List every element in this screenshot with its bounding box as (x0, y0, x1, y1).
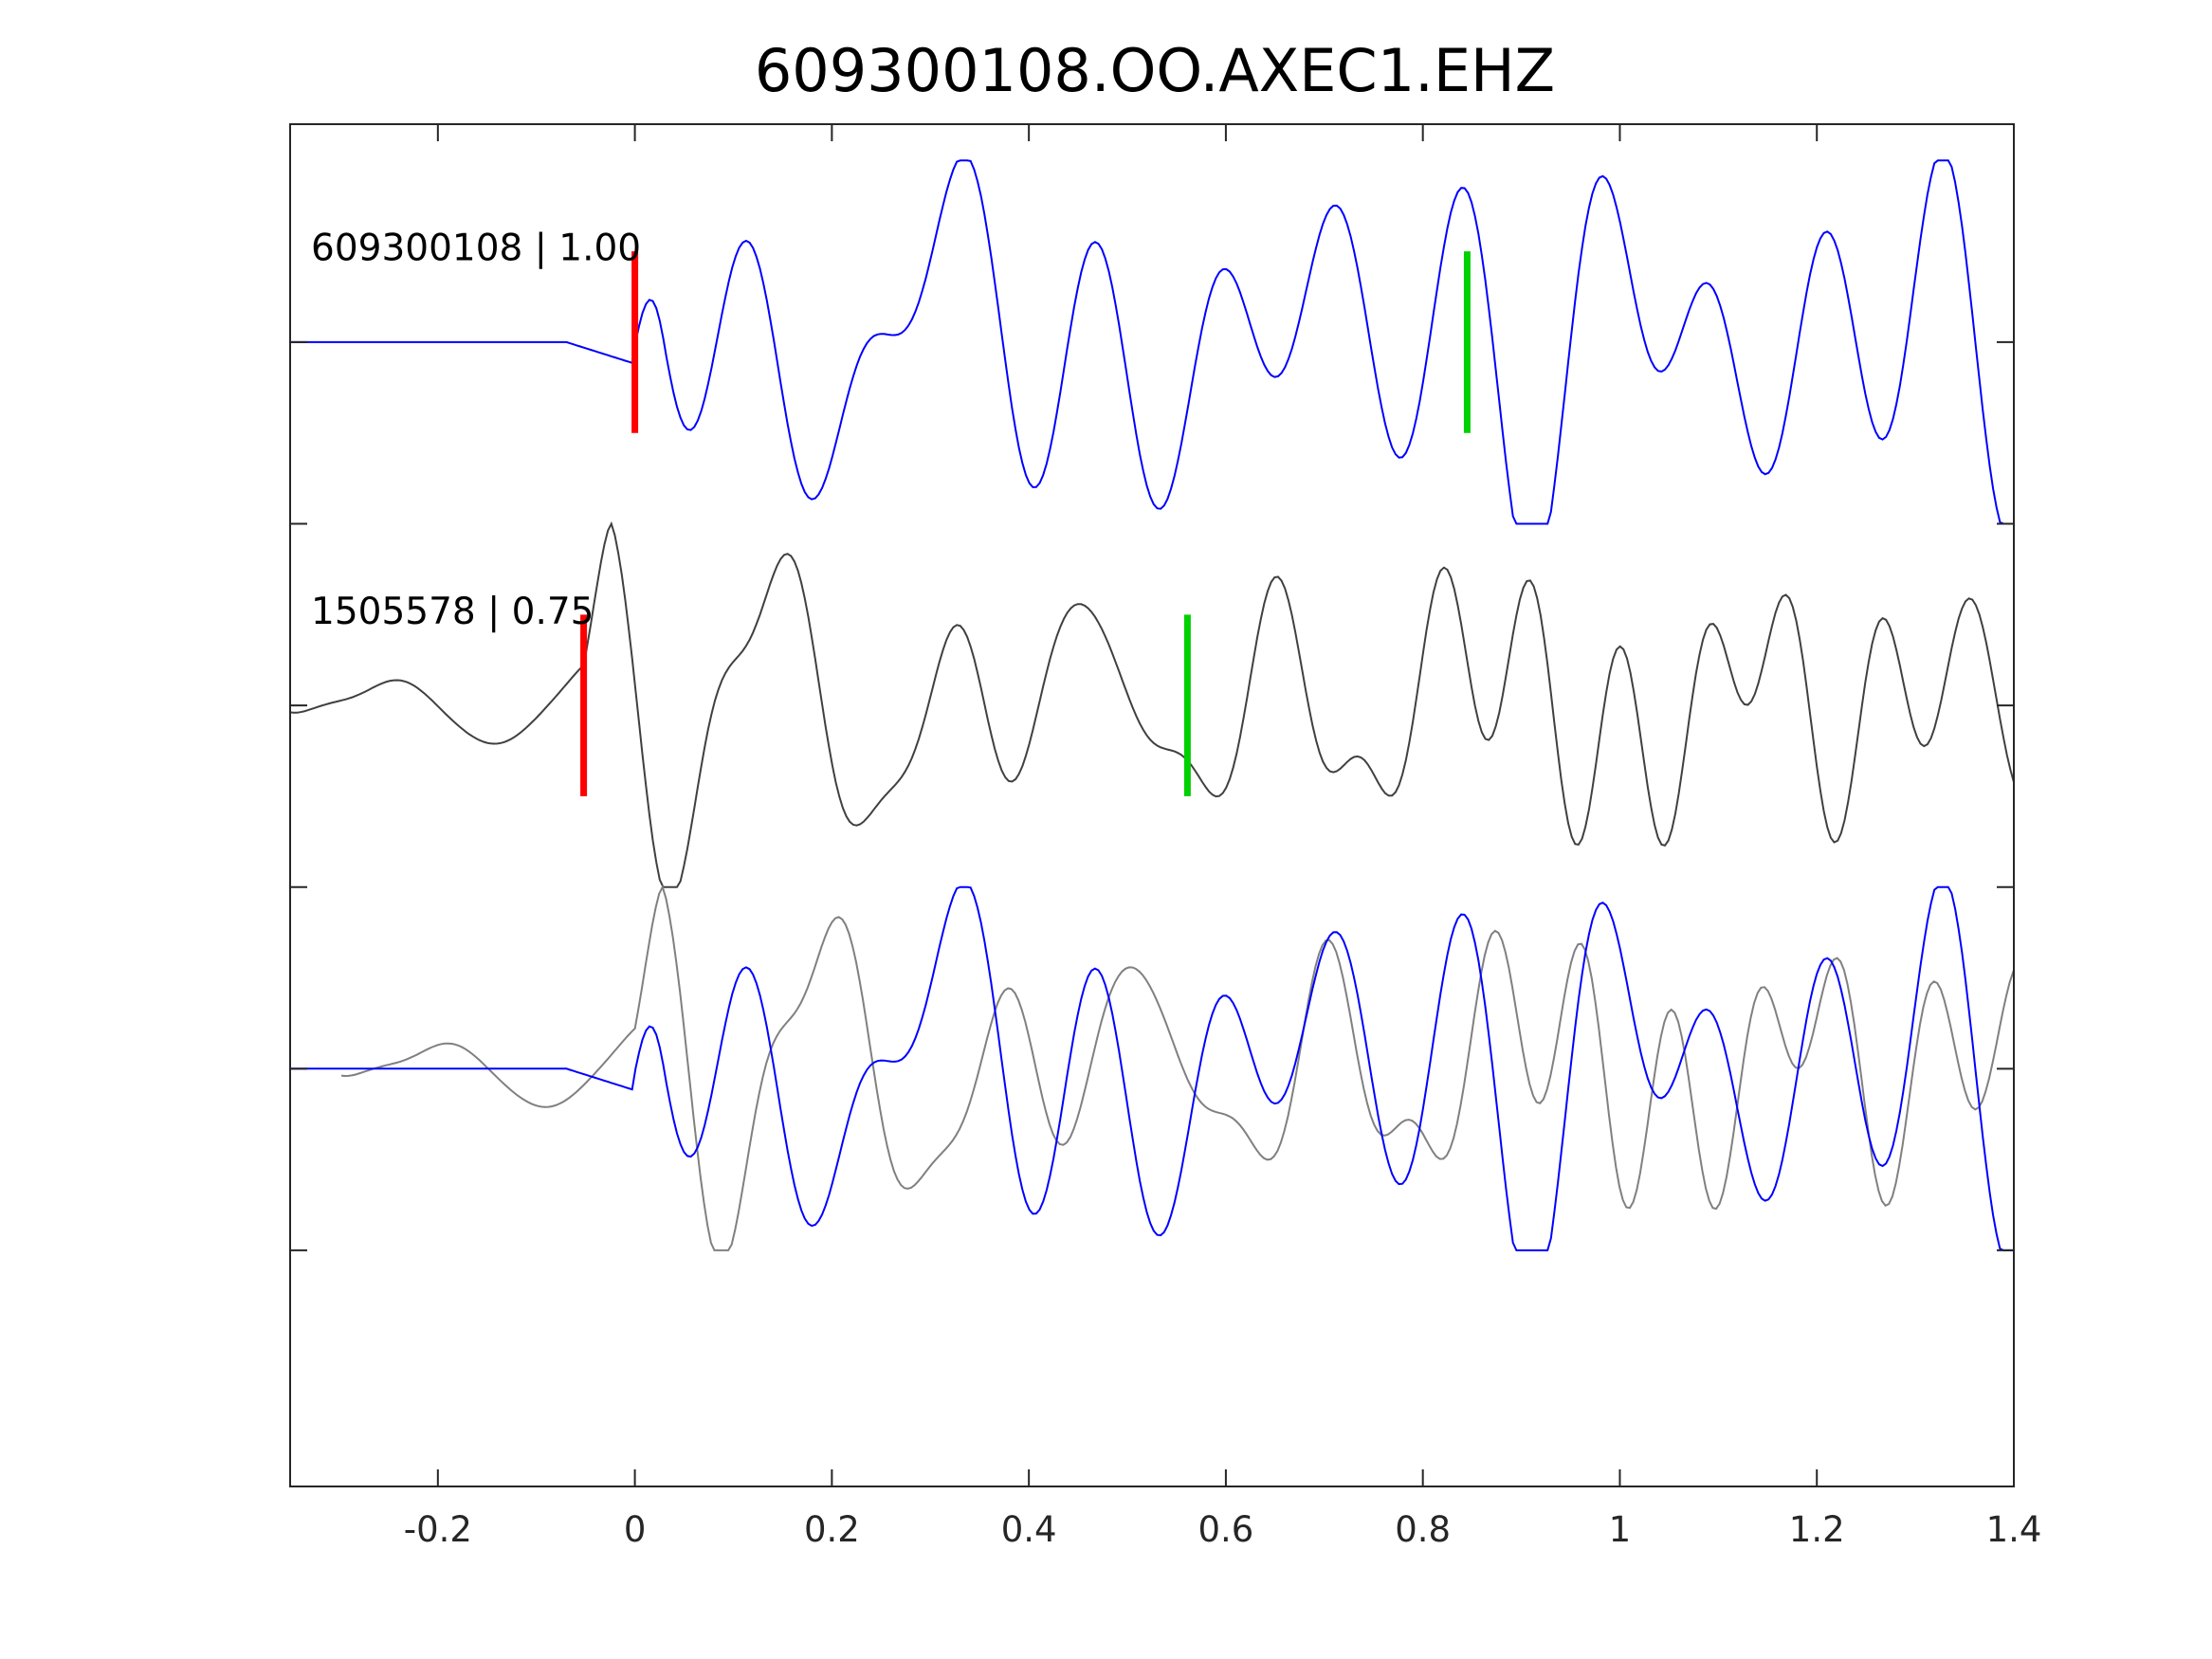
axis-ticks: -0.2 0 0.2 0.4 0.6 0.8 1 1.2 1.4 (290, 124, 2041, 1550)
axes-frame (289, 123, 2015, 1487)
x-tick-label: 1 (1609, 1509, 1632, 1550)
x-tick-label: 0 (624, 1509, 647, 1550)
x-tick-label: 0.6 (1197, 1509, 1253, 1550)
trace-1-label: 609300108 | 1.00 (311, 228, 641, 270)
x-tick-label: 1.4 (1986, 1509, 2042, 1550)
x-tick-label: 1.2 (1789, 1509, 1845, 1550)
plot-area (290, 159, 2014, 1251)
x-tick-label: -0.2 (404, 1509, 472, 1550)
trace-1-line (290, 159, 2014, 525)
x-tick-label: 0.8 (1395, 1509, 1451, 1550)
trace-labels: 609300108 | 1.00 1505578 | 0.75 (311, 228, 641, 633)
trace-2-line (290, 520, 2014, 888)
trace-2-label: 1505578 | 0.75 (311, 591, 594, 633)
overlay-trace-2-line (290, 885, 2014, 1251)
x-tick-label: 0.2 (804, 1509, 860, 1550)
x-tick-label: 0.4 (1001, 1509, 1057, 1550)
overlay-trace-1-line (340, 884, 2014, 1251)
chart-title: 609300108.OO.AXEC1.EHZ (755, 36, 1555, 105)
